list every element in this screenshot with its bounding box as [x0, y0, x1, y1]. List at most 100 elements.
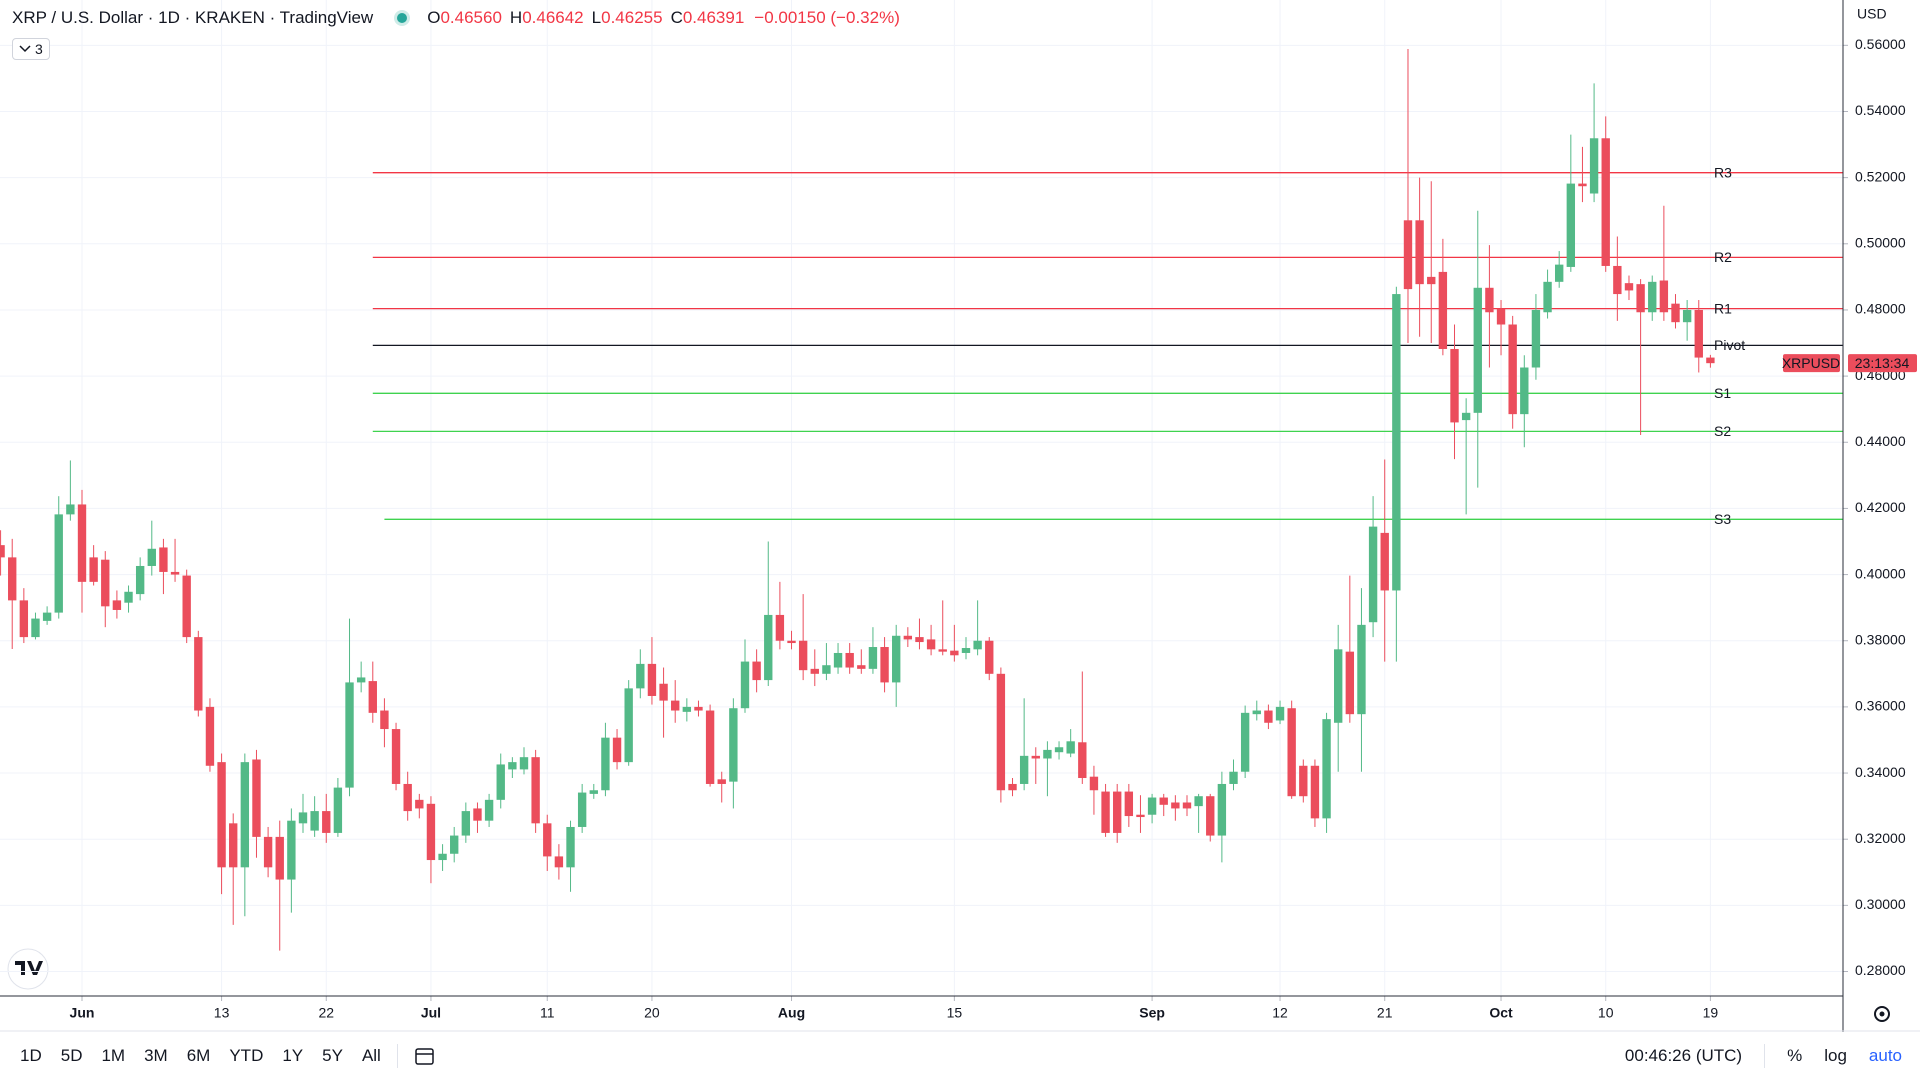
range-button[interactable]: 1Y — [282, 1046, 304, 1065]
candle-body — [484, 799, 494, 821]
candle-body — [1531, 309, 1541, 368]
scale-option[interactable]: auto — [1868, 1046, 1902, 1065]
range-button[interactable]: 5Y — [322, 1046, 343, 1065]
candle-body — [1415, 220, 1424, 285]
candle-body — [333, 787, 343, 833]
pivot-label: S1 — [1714, 385, 1731, 401]
candle-body — [1624, 283, 1634, 291]
date-range-icon[interactable] — [414, 1045, 436, 1067]
candle-body — [659, 683, 668, 701]
candle-body — [287, 820, 296, 880]
candle-body — [589, 790, 598, 794]
pivot-label: R2 — [1714, 249, 1732, 265]
y-tick-label: 0.28000 — [1855, 962, 1906, 978]
range-button[interactable]: 1D — [20, 1046, 42, 1065]
settings-icon[interactable] — [1874, 1006, 1890, 1022]
y-tick-label: 0.42000 — [1855, 499, 1906, 515]
y-tick-label: 0.50000 — [1855, 234, 1906, 250]
candle-body — [1054, 747, 1064, 753]
range-button[interactable]: 3M — [144, 1046, 168, 1065]
tv-logo[interactable] — [7, 948, 49, 990]
y-tick-label: 0.38000 — [1855, 631, 1906, 647]
candle-body — [1380, 532, 1389, 591]
candle-body — [1566, 183, 1576, 267]
candle-body — [1252, 710, 1261, 715]
candle-body — [8, 557, 17, 601]
gear-center — [1879, 1011, 1885, 1017]
gear — [1874, 1006, 1890, 1022]
candle-body — [19, 600, 29, 638]
range-button[interactable]: 6M — [186, 1046, 211, 1065]
range-button[interactable]: 5D — [60, 1046, 83, 1065]
candle-body — [229, 823, 238, 868]
candle-body — [1206, 796, 1215, 836]
candle-body — [624, 688, 633, 763]
pivot-label: S2 — [1714, 423, 1731, 439]
background — [0, 0, 1920, 1032]
candle-body — [77, 504, 87, 582]
range-button[interactable]: YTD — [229, 1046, 264, 1065]
candle-body — [1589, 138, 1599, 194]
ohlc-letter: O — [427, 8, 441, 27]
candle-body — [682, 706, 692, 712]
candle-body — [1368, 526, 1378, 623]
indicators-toggle[interactable]: 3 — [12, 38, 50, 60]
candle-body — [926, 639, 936, 650]
candle-body — [1101, 791, 1110, 833]
candle-body — [1124, 791, 1134, 817]
candle-body — [31, 618, 40, 638]
candle-body — [1508, 324, 1517, 415]
candle-body — [1613, 265, 1622, 295]
candle-body — [147, 548, 156, 566]
candle-body — [275, 836, 284, 880]
candle-body — [740, 661, 750, 709]
x-tick-label: 10 — [1598, 1005, 1614, 1021]
candle-body — [1694, 309, 1703, 358]
clock[interactable]: 00:46:26 (UTC) — [1624, 1046, 1743, 1065]
candle-body — [415, 799, 424, 809]
y-tick-label: 0.30000 — [1855, 896, 1906, 912]
legend: XRP / U.S. Dollar · 1D · KRAKEN · Tradin… — [12, 8, 900, 28]
range-button[interactable]: 1M — [101, 1046, 126, 1065]
candle-body — [1682, 309, 1692, 323]
y-tick-label: 0.44000 — [1855, 433, 1906, 449]
scale-option[interactable]: log — [1824, 1046, 1847, 1065]
candle-body — [1217, 783, 1227, 836]
candle-body — [985, 640, 994, 674]
candle-body — [508, 762, 517, 770]
candle-body — [961, 648, 971, 653]
candle-body — [1310, 765, 1320, 819]
candle-body — [531, 757, 540, 824]
candle-body — [403, 783, 412, 812]
candle-body — [857, 665, 866, 669]
ohlc-value: 0.46391 — [682, 8, 745, 27]
change: −0.00150 (−0.32%) — [754, 8, 900, 27]
scale-option[interactable]: % — [1787, 1046, 1803, 1065]
candle-body — [810, 668, 819, 674]
y-tick-label: 0.52000 — [1855, 168, 1906, 184]
scale-controls: 00:46:26 (UTC) % log auto — [1625, 1044, 1902, 1068]
y-tick-label: 0.34000 — [1855, 764, 1906, 780]
candle-body — [1543, 281, 1552, 313]
price-tag-bg — [1783, 354, 1840, 373]
candle-body — [1345, 651, 1355, 715]
candle-body — [252, 759, 261, 837]
ohlc-item: H0.46642 — [510, 8, 584, 28]
candle-body — [1078, 742, 1087, 779]
candle-body — [973, 640, 982, 650]
separator — [396, 1044, 398, 1068]
countdown-bg — [1848, 354, 1917, 373]
candle-body — [752, 661, 761, 681]
x-tick-label: Aug — [778, 1005, 805, 1021]
candle-body — [915, 637, 924, 643]
y-tick-label: 0.40000 — [1855, 565, 1906, 581]
separator — [1764, 1044, 1766, 1068]
candle-body — [1066, 741, 1075, 754]
range-button[interactable]: All — [361, 1046, 381, 1065]
x-tick-label: 12 — [1272, 1005, 1288, 1021]
candle-body — [135, 565, 145, 595]
candle-body — [1671, 303, 1680, 323]
candle-body — [1473, 287, 1482, 413]
ohlc-value: 0.46642 — [522, 8, 584, 27]
